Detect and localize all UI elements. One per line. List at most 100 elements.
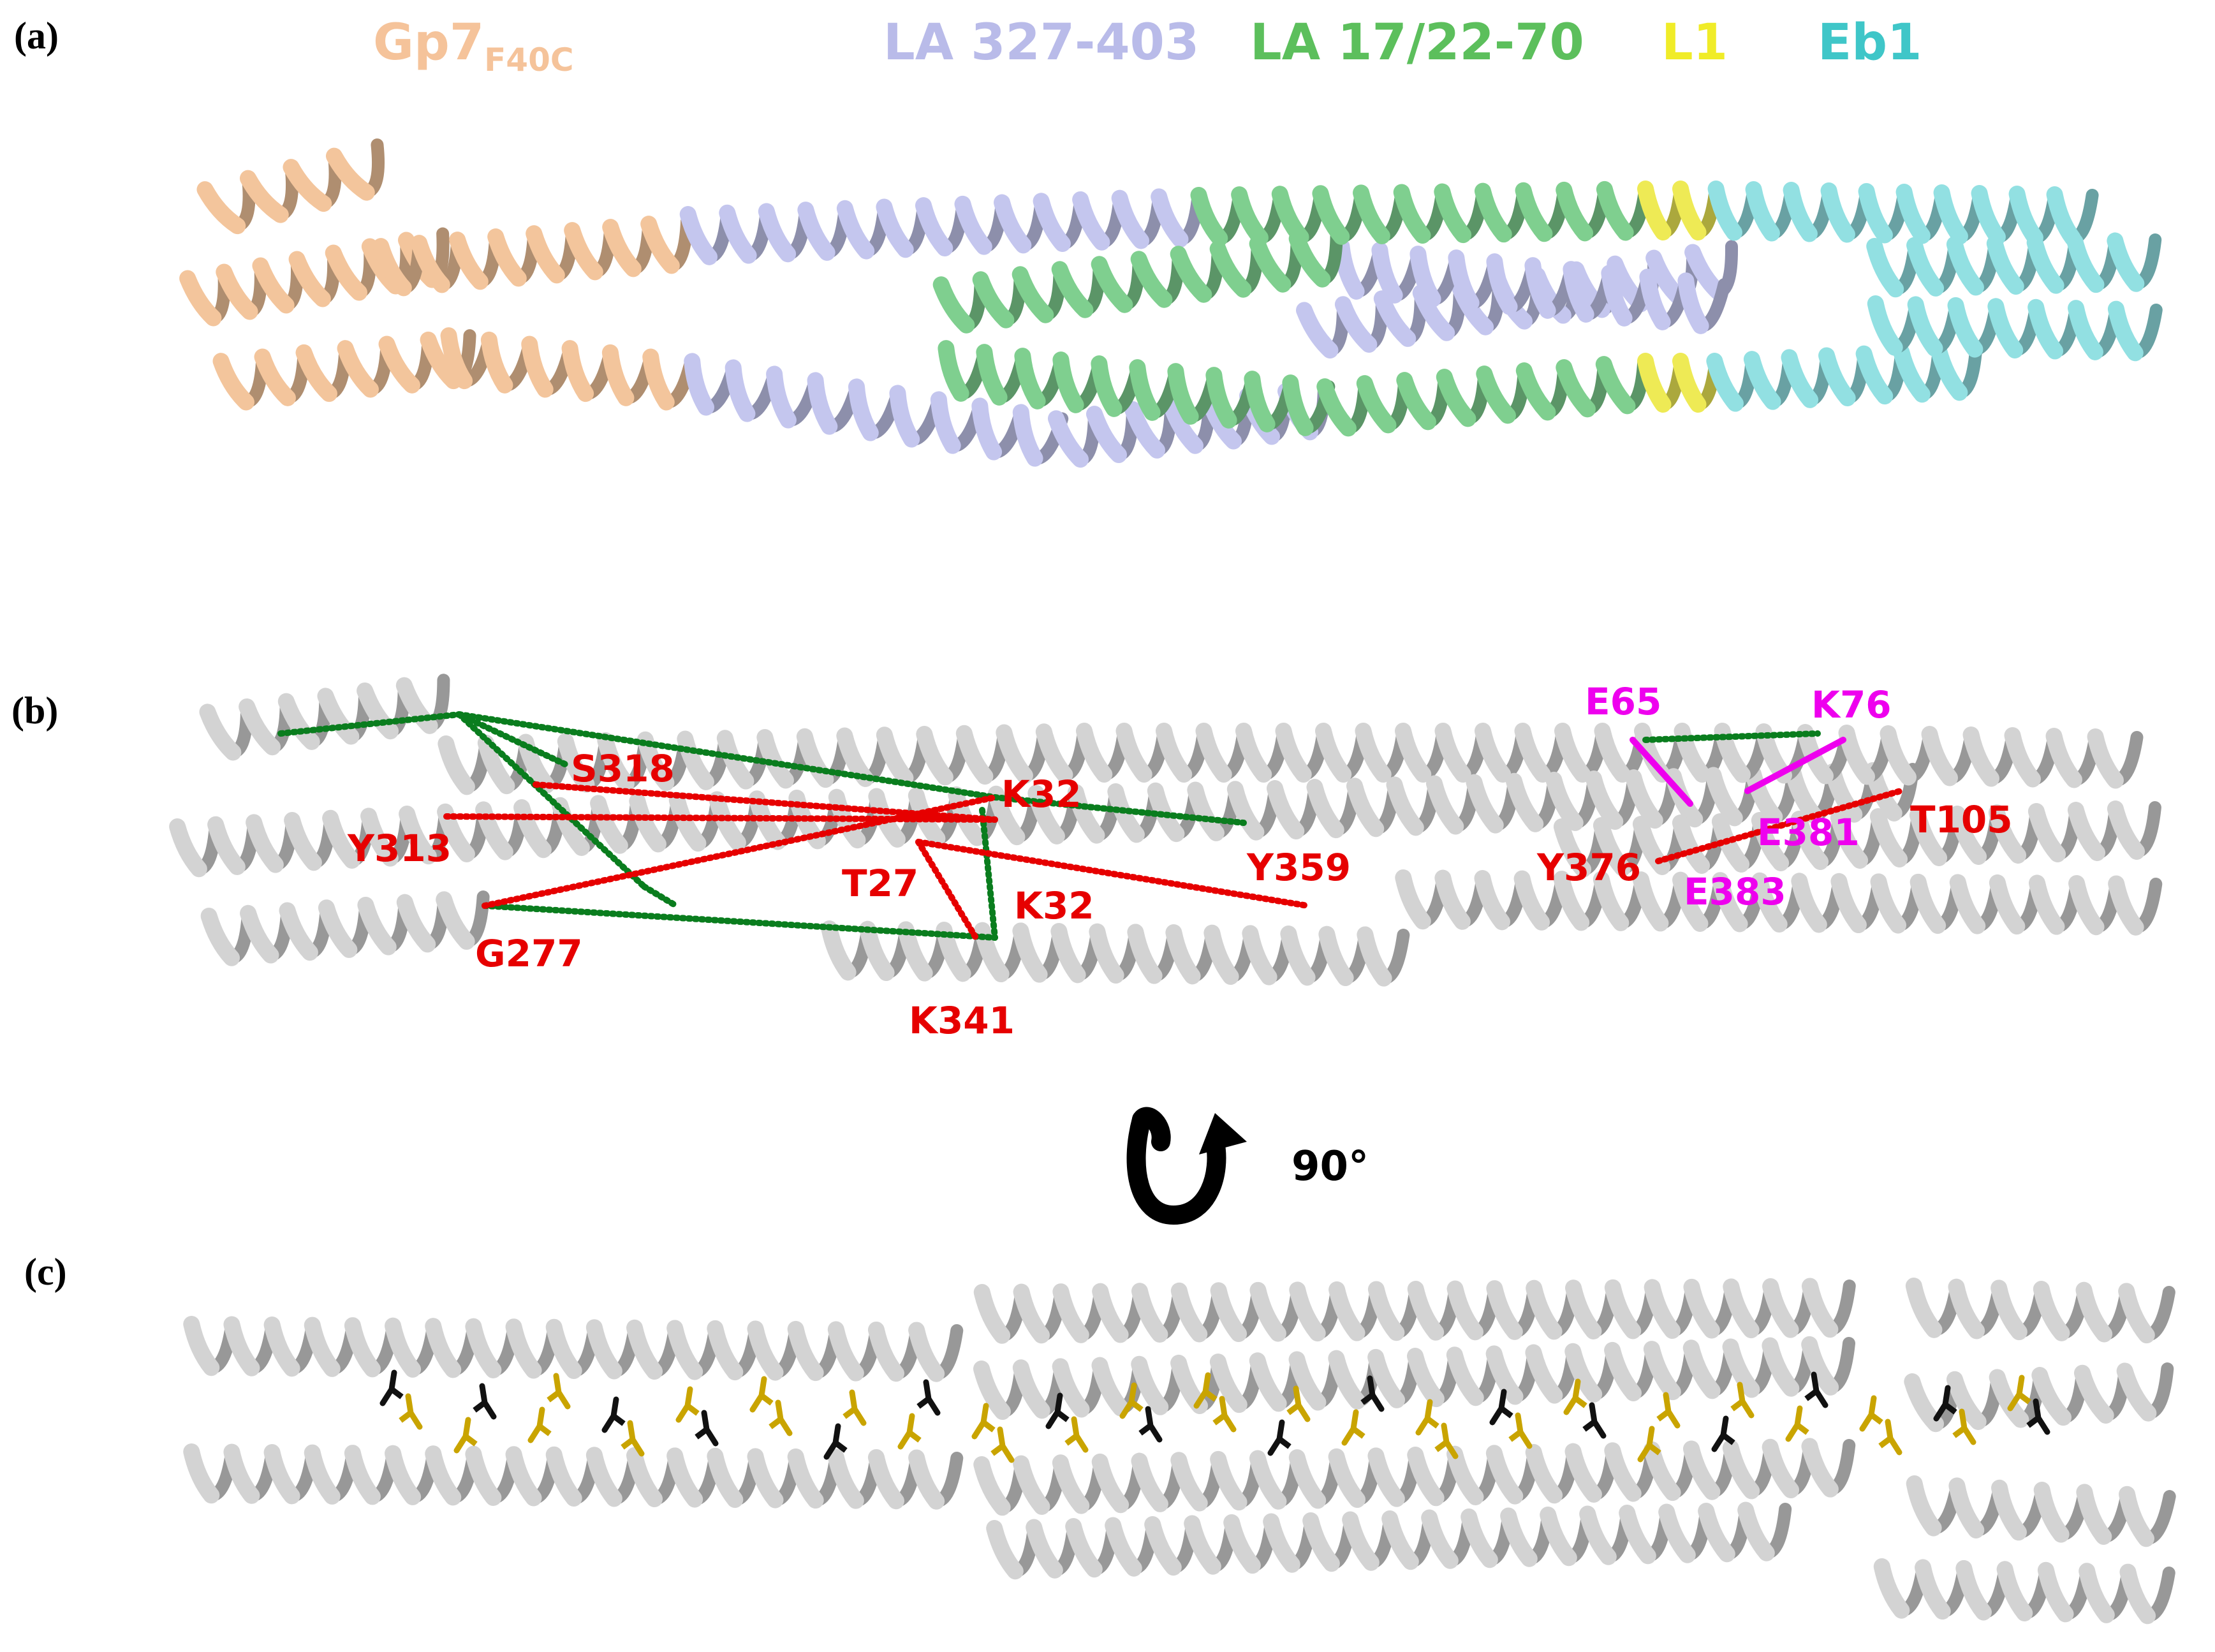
helix	[1905, 1278, 2175, 1344]
side-chain-stick	[1064, 1416, 1089, 1453]
side-chain-stick	[1933, 1385, 1957, 1422]
helix	[973, 1278, 1856, 1344]
helix	[1873, 1558, 2175, 1625]
crosslink-red	[915, 839, 979, 941]
side-chain-stick	[1656, 1392, 1681, 1429]
label-s318: S318	[571, 747, 675, 790]
crosslink-green	[456, 711, 998, 800]
crosslink-green	[1642, 730, 1821, 743]
legend-la-327-403: LA 327-403	[883, 14, 1200, 71]
side-chain-sticks	[379, 1369, 2050, 1463]
panel-label-b: (b)	[11, 690, 59, 732]
side-chain-stick	[1730, 1382, 1755, 1419]
side-chain-stick	[1582, 1402, 1607, 1439]
label-k76: K76	[1811, 683, 1892, 726]
eb1-helix	[1867, 295, 2163, 362]
crosslink-lines	[277, 711, 1904, 941]
side-chain-stick	[749, 1376, 774, 1413]
side-chain-stick	[1138, 1406, 1163, 1443]
side-chain-stick	[399, 1393, 423, 1430]
side-chain-stick	[1193, 1372, 1218, 1409]
side-chain-stick	[1508, 1412, 1533, 1449]
helix	[1906, 1475, 2176, 1547]
side-chain-stick	[1952, 1408, 1976, 1445]
la17-22-70-helix	[1316, 355, 1651, 437]
side-chain-stick	[675, 1386, 700, 1423]
side-chain-stick	[1360, 1375, 1385, 1412]
side-chain-stick	[1341, 1409, 1365, 1446]
helix	[183, 1443, 964, 1510]
side-chain-stick	[2026, 1398, 2050, 1435]
legend-la-17-22-70: LA 17/22-70	[1250, 14, 1584, 71]
helix	[199, 674, 450, 761]
la327-403-helix	[1333, 238, 1731, 334]
panel-a-structure	[179, 138, 2163, 468]
eb1-helix	[1707, 181, 2099, 247]
side-chain-stick	[916, 1379, 941, 1416]
legend-gp7: Gp7F40C	[373, 18, 574, 76]
label-e383: E383	[1684, 870, 1786, 913]
panel-b-structure	[169, 674, 2163, 987]
label-k341: K341	[909, 999, 1015, 1042]
l1-helix	[1637, 353, 1722, 413]
side-chain-stick	[1859, 1395, 1883, 1432]
label-t27: T27	[842, 862, 918, 905]
side-chain-stick	[1267, 1419, 1291, 1456]
gp7-helix	[196, 138, 385, 235]
helix	[1904, 1362, 2174, 1433]
la17-22-70-helix	[938, 340, 1336, 436]
helix	[200, 890, 490, 966]
side-chain-stick	[843, 1389, 867, 1426]
legend-eb1: Eb1	[1818, 14, 1922, 71]
side-chain-stick	[1415, 1399, 1439, 1436]
eb1-helix	[1706, 341, 1983, 412]
label-k32-top: K32	[1001, 772, 1082, 816]
gp7-helix	[440, 327, 698, 411]
helix	[973, 1336, 1855, 1420]
side-chain-stick	[547, 1373, 571, 1410]
label-t105: T105	[1910, 798, 2013, 841]
gp7-helix	[212, 329, 476, 411]
panel-label-c: (c)	[24, 1251, 67, 1293]
rotation-arrow-icon	[1126, 1107, 1247, 1225]
crosslink-red	[1655, 788, 1904, 864]
la327-403-helix	[684, 353, 1069, 467]
side-chain-stick	[823, 1423, 848, 1460]
helix	[1076, 723, 1728, 783]
label-k32-bottom: K32	[1014, 884, 1094, 927]
side-chain-stick	[695, 1410, 719, 1447]
helix	[821, 920, 1410, 987]
side-chain-stick	[1711, 1415, 1735, 1452]
helix	[1395, 869, 2163, 936]
label-y359: Y359	[1246, 846, 1351, 889]
crosslink-green	[641, 883, 679, 909]
rotation-label: 90°	[1291, 1143, 1369, 1190]
side-chain-stick	[971, 1403, 996, 1440]
la17-22-70-helix	[932, 227, 1343, 334]
label-y376: Y376	[1536, 846, 1641, 889]
gp7-helix	[372, 214, 694, 297]
crosslink-red	[482, 794, 998, 909]
side-chain-stick	[379, 1369, 404, 1406]
side-chain-stick	[990, 1426, 1015, 1463]
side-chain-stick	[601, 1396, 626, 1433]
label-y313: Y313	[347, 827, 452, 870]
helix	[183, 1316, 964, 1382]
label-e381: E381	[1757, 811, 1860, 854]
side-chain-stick	[1119, 1382, 1144, 1419]
side-chain-stick	[769, 1399, 793, 1436]
crosslink-green	[277, 711, 462, 737]
label-e65: E65	[1585, 680, 1661, 723]
side-chain-stick	[2007, 1375, 2031, 1412]
legend-gp7-subscript: F40C	[484, 41, 574, 78]
crosslink-green	[456, 711, 647, 890]
crosslink-green	[482, 903, 998, 941]
side-chain-stick	[1804, 1371, 1829, 1408]
side-chain-stick	[1563, 1378, 1587, 1415]
helix	[169, 795, 644, 878]
side-chain-stick	[527, 1406, 552, 1443]
helix	[438, 723, 1091, 795]
la17-22-70-helix	[1190, 181, 1652, 247]
helix	[973, 1438, 1856, 1516]
